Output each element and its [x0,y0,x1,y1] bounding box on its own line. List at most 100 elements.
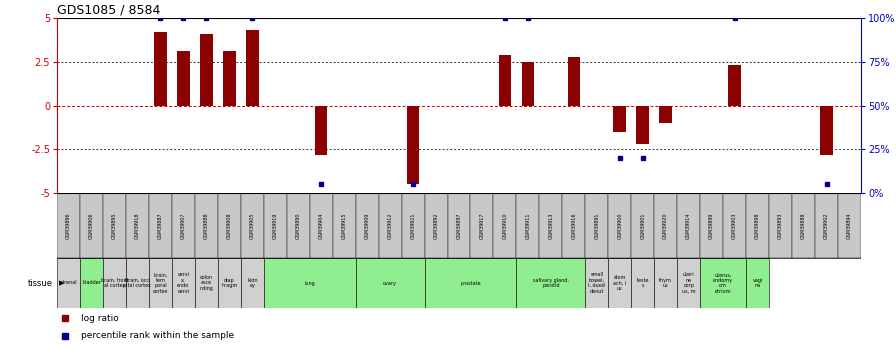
Bar [194,193,218,258]
Bar [57,258,80,308]
Bar [103,193,126,258]
Bar [769,193,792,258]
Bar [194,258,218,308]
Text: GSM39916: GSM39916 [572,212,576,239]
Text: teste
s: teste s [636,278,649,288]
Bar [356,193,379,258]
Text: adrenal: adrenal [59,280,78,286]
Text: cervi
x,
endo
cervi: cervi x, endo cervi [177,273,189,294]
Bar [223,51,236,106]
Bar [728,65,741,106]
Text: GSM39895: GSM39895 [112,212,117,239]
Bar [746,258,769,308]
Text: lung: lung [305,280,315,286]
Text: brain,
tem
poral
cortex: brain, tem poral cortex [152,273,168,294]
Bar [723,193,746,258]
Text: vagi
na: vagi na [753,278,762,288]
Bar [407,106,419,184]
Text: kidn
ey: kidn ey [247,278,257,288]
Text: uteri
ne
corp
us, m: uteri ne corp us, m [682,273,695,294]
Bar [356,258,425,308]
Text: GSM39910: GSM39910 [503,212,507,239]
Text: GSM39890: GSM39890 [296,212,301,239]
Text: colon
asce
nding: colon asce nding [200,275,213,291]
Text: small
bowel,
I, duod
denut: small bowel, I, duod denut [589,273,606,294]
Bar [614,106,626,132]
Bar [700,193,723,258]
Text: GSM39896: GSM39896 [66,212,71,239]
Text: ▶: ▶ [59,280,65,286]
Bar [447,193,470,258]
Text: GSM39900: GSM39900 [617,212,623,239]
Bar [172,258,194,308]
Bar [154,32,167,106]
Bar [659,106,672,123]
Bar [521,62,534,106]
Text: GSM39920: GSM39920 [663,212,668,239]
Bar [608,258,632,308]
Bar [177,51,190,106]
Bar [516,258,585,308]
Text: tissue: tissue [28,278,53,287]
Text: GSM39903: GSM39903 [732,212,737,239]
Bar [80,258,103,308]
Text: stom
ach, I
us: stom ach, I us [613,275,626,291]
Text: brain, occi
pital cortex: brain, occi pital cortex [124,278,151,288]
Text: prostate: prostate [461,280,481,286]
Text: GSM39919: GSM39919 [272,212,278,239]
Text: GSM39891: GSM39891 [594,212,599,239]
Bar [425,258,516,308]
Bar [654,193,677,258]
Bar [218,193,241,258]
Text: GSM39913: GSM39913 [548,212,554,239]
Text: percentile rank within the sample: percentile rank within the sample [82,331,234,340]
Text: GSM39911: GSM39911 [525,212,530,239]
Text: GSM39912: GSM39912 [388,212,392,239]
Bar [608,193,632,258]
Text: GSM39918: GSM39918 [135,212,140,239]
Bar [632,258,654,308]
Bar [200,34,212,106]
Bar [563,193,585,258]
Bar [126,193,149,258]
Bar [494,193,516,258]
Bar [470,193,494,258]
Bar [172,193,194,258]
Bar [241,193,263,258]
Bar [516,193,539,258]
Text: log ratio: log ratio [82,314,119,323]
Bar [815,193,838,258]
Text: GSM39906: GSM39906 [89,212,94,239]
Bar [820,106,833,155]
Bar [746,193,769,258]
Text: thym
us: thym us [659,278,672,288]
Text: GSM39897: GSM39897 [456,212,461,239]
Bar [263,193,287,258]
Text: GSM39904: GSM39904 [319,212,323,239]
Text: uterus,
endomy
om
etrium: uterus, endomy om etrium [713,273,733,294]
Text: brain, front
al cortex: brain, front al cortex [100,278,128,288]
Bar [792,193,815,258]
Text: GSM39909: GSM39909 [365,212,370,239]
Text: GSM39894: GSM39894 [847,212,852,239]
Text: GSM39905: GSM39905 [250,212,254,239]
Text: GSM39901: GSM39901 [641,212,645,239]
Bar [700,258,746,308]
Text: salivary gland,
parotid: salivary gland, parotid [533,278,569,288]
Bar [654,258,677,308]
Bar [499,55,512,106]
Bar [80,193,103,258]
Bar [57,193,80,258]
Text: GSM39892: GSM39892 [434,212,438,239]
Bar [103,258,126,308]
Bar [149,193,172,258]
Bar [677,193,700,258]
Text: bladder: bladder [82,280,101,286]
Bar [636,106,649,144]
Text: GSM39914: GSM39914 [686,212,691,239]
Text: GSM39902: GSM39902 [824,212,829,239]
Text: GSM39899: GSM39899 [710,212,714,239]
Bar [379,193,401,258]
Bar [332,193,356,258]
Bar [263,258,356,308]
